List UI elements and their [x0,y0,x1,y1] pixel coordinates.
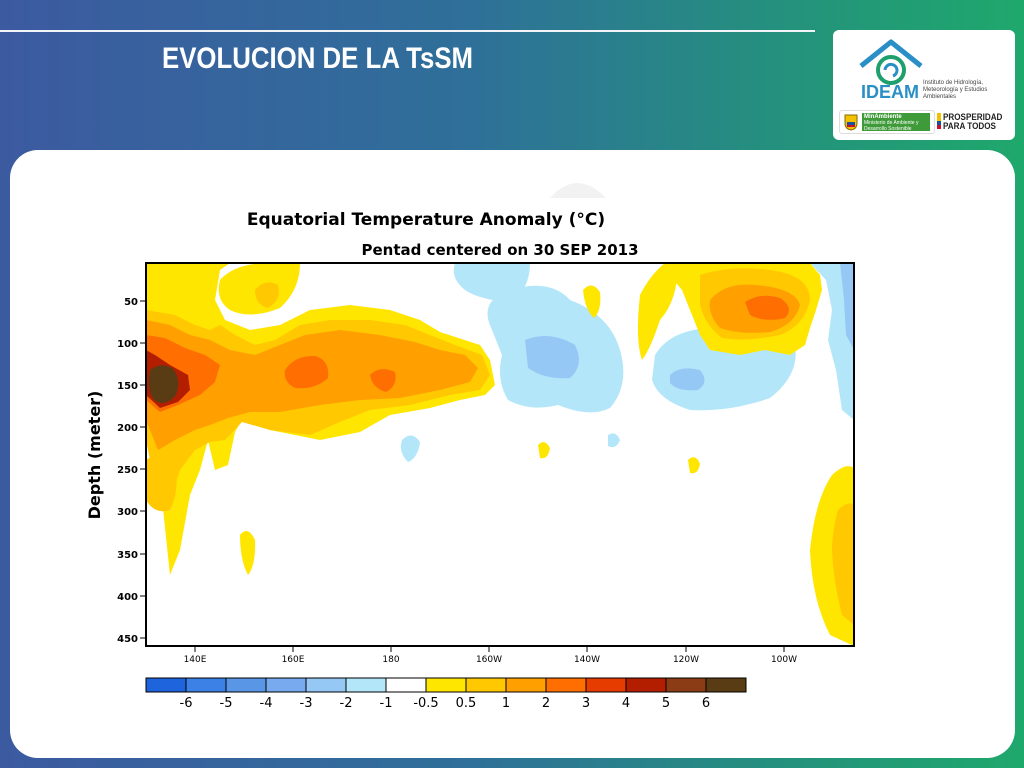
colorbar-swatch [465,677,507,693]
colorbar-swatch [705,677,747,693]
y-tick-label: 300 [117,507,138,518]
x-tick-label: 140W [574,655,600,665]
chart: Equatorial Temperature Anomaly (°C) Pent… [85,183,855,711]
content-panel: Equatorial Temperature Anomaly (°C) Pent… [10,150,1015,758]
watermark-arc [550,183,606,198]
colorbar: -6 -5 -4 -3 -2 -1 -0.5 0.5 1 2 3 4 5 6 [145,677,747,711]
ideam-house-icon [859,39,923,85]
contour-cool-central-2 [525,336,579,379]
colorbar-label: -4 [260,696,273,711]
x-tick-label: 160W [476,655,502,665]
colorbar-swatch [345,677,387,693]
colorbar-swatch [145,677,187,693]
contour-cool-east-inner [840,263,854,350]
colorbar-swatch [425,677,467,693]
ministry-label: MinAmbiente Ministerio de Ambiente y Des… [862,113,930,132]
y-axis: 50 100 150 200 250 300 350 400 450 [117,297,146,645]
contour-warm-east-drop [583,285,601,318]
colorbar-swatch [625,677,667,693]
plot-area [145,262,855,647]
contour-warm-max [148,365,179,404]
x-tick-label: 100W [771,655,797,665]
prosperity-line-2: PARA TODOS [943,121,996,131]
x-tick-label: 120W [673,655,699,665]
ministry-logo: MinAmbiente Ministerio de Ambiente y Des… [839,110,935,134]
x-tick-label: 140E [184,655,207,665]
colorbar-swatch [505,677,547,693]
y-tick-label: 250 [117,465,138,476]
contour-cool-small-a [400,435,420,462]
contour-cool-small-b [608,433,620,448]
plot-frame [145,262,855,647]
contour-cool-east-edge [810,263,854,420]
colorbar-label: -2 [340,696,353,711]
contour-cool-top [453,263,530,302]
colorbar-label: -1 [380,696,393,711]
colorbar-swatch [665,677,707,693]
ministry-subtitle: Ministerio de Ambiente y Desarrollo Sost… [864,120,919,132]
prosperidad-logo: PROSPERIDAD PARA TODOS [937,110,1011,132]
contour-orange-top-lobe [255,282,279,308]
y-tick-label: 50 [124,297,138,308]
logo-panel: IDEAM Instituto de Hidrología, Meteorolo… [833,30,1015,140]
y-tick-label: 150 [117,381,138,392]
y-tick-label: 450 [117,634,138,645]
colorbar-swatch [585,677,627,693]
contour-warm-east-deep-inner [832,503,854,625]
colorbar-swatch [545,677,587,693]
contour-warm-low-lobe [146,456,177,512]
colorbar-swatch [385,677,427,693]
contour-warm-small-b [688,457,700,474]
contour-warm-east-streak [637,263,678,360]
ministry-name: MinAmbiente [864,114,902,120]
x-axis: 140E 160E 180 160W 140W 120W 100W [184,646,797,665]
prosperity-line-1: PROSPERIDAD [943,112,1003,122]
colorbar-swatch [265,677,307,693]
colorbar-label: -6 [180,696,193,711]
y-tick-label: 100 [117,339,138,350]
y-tick-label: 350 [117,550,138,561]
y-axis-label: Depth (meter) [85,391,104,520]
colombia-flag-icon [937,113,941,129]
colorbar-swatch [225,677,267,693]
colorbar-label: -0.5 [413,696,438,711]
colorbar-swatch [305,677,347,693]
colorbar-label: 4 [622,696,630,711]
x-tick-label: 180 [382,655,399,665]
contour-warm-tongue-core [284,355,329,389]
ideam-subtitle: Instituto de Hidrología, Meteorología y … [923,80,988,100]
colorbar-label: 5 [662,696,670,711]
contour-warm-small-a [538,442,550,459]
x-tick-label: 160E [282,655,305,665]
contour-warm-east-core [745,295,789,320]
slide-title: EVOLUCION DE LA TsSM [162,42,474,75]
colorbar-swatch [185,677,227,693]
colorbar-label: -3 [300,696,313,711]
top-rule [0,30,815,32]
chart-subtitle: Pentad centered on 30 SEP 2013 [361,241,638,259]
y-tick-label: 400 [117,592,138,603]
colorbar-label: -5 [220,696,233,711]
ideam-logo-text: IDEAM [861,82,919,102]
colorbar-label: 6 [702,696,710,711]
contour-warm-tongue-core-2 [370,369,396,392]
colorbar-label: 1 [502,696,510,711]
anomaly-field [146,263,854,646]
chart-title: Equatorial Temperature Anomaly (°C) [247,210,605,230]
contour-warm-deep-tail [240,531,256,575]
colorbar-label: 0.5 [456,696,477,711]
colombia-shield-icon [844,114,858,131]
colorbar-label: 2 [542,696,550,711]
contour-cool-120w-inner [670,368,705,391]
colorbar-label: 3 [582,696,590,711]
y-tick-label: 200 [117,423,138,434]
